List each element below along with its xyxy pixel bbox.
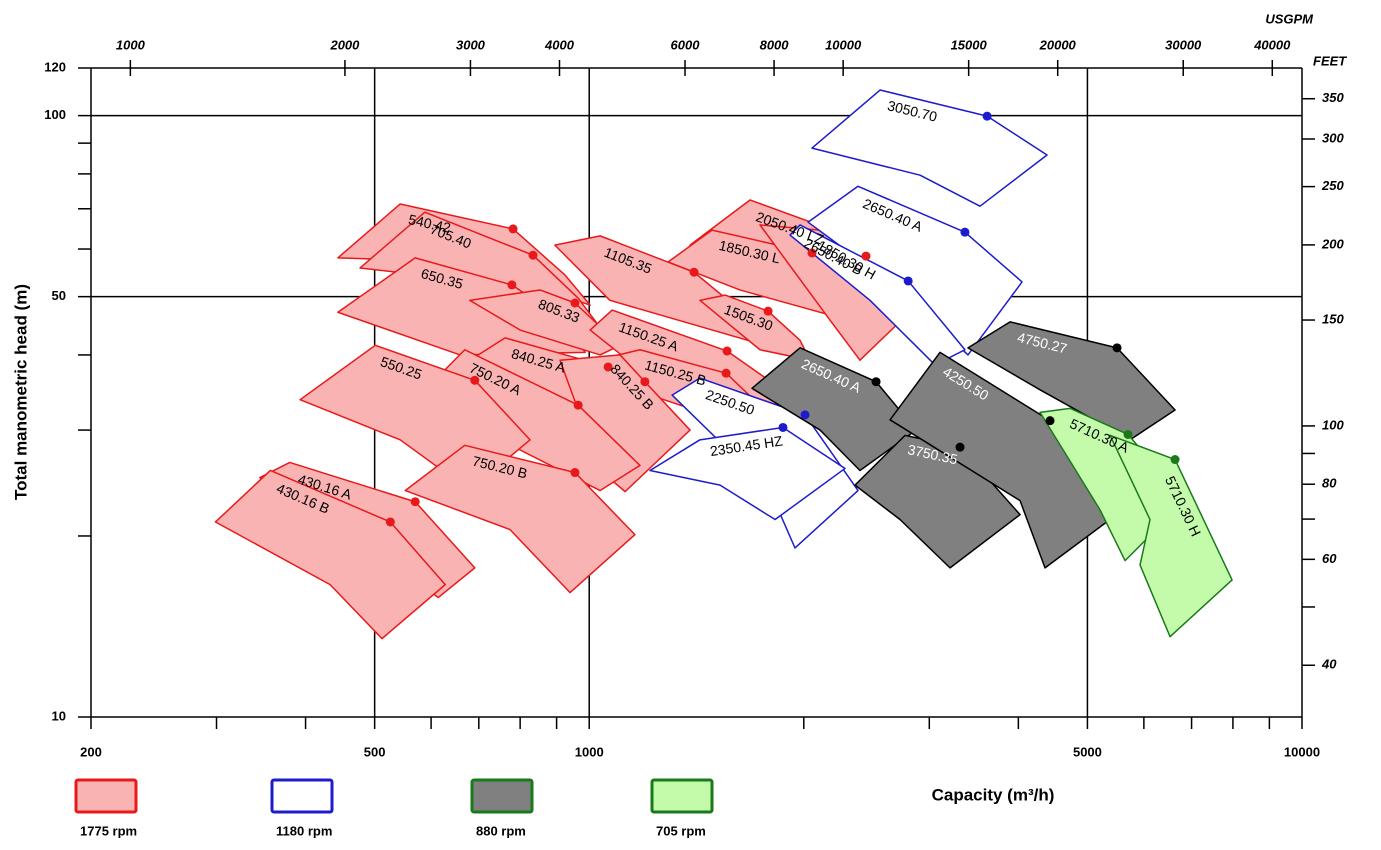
best-efficiency-point: [1045, 416, 1055, 426]
x2-tick-label: 8000: [760, 37, 790, 52]
x-axis-title: Capacity (m³/h): [932, 785, 1055, 804]
x2-axis-title: USGPM: [1265, 11, 1314, 26]
x2-tick-label: 30000: [1165, 37, 1202, 52]
best-efficiency-point: [807, 248, 817, 258]
x-tick-label: 500: [364, 744, 386, 759]
best-efficiency-point: [778, 422, 788, 432]
best-efficiency-point: [960, 227, 970, 237]
x2-tick-label: 15000: [951, 37, 988, 52]
best-efficiency-point: [507, 280, 517, 290]
y-tick-label: 100: [44, 107, 66, 122]
y2-axis-title: FEET: [1313, 53, 1347, 68]
best-efficiency-point: [861, 251, 871, 261]
best-efficiency-point: [385, 517, 395, 527]
x-tick-label: 10000: [1284, 744, 1320, 759]
best-efficiency-point: [800, 410, 810, 420]
best-efficiency-point: [871, 377, 881, 387]
operating-region: [214, 469, 446, 640]
best-efficiency-point: [689, 267, 699, 277]
y2-tick-label: 100: [1322, 417, 1344, 432]
y2-tick-label: 350: [1322, 90, 1344, 105]
operating-region: [967, 321, 1176, 441]
x-tick-label: 5000: [1073, 744, 1102, 759]
best-efficiency-point: [528, 250, 538, 260]
best-efficiency-point: [570, 298, 580, 308]
best-efficiency-point: [508, 224, 518, 234]
legend-label: 1775 rpm: [80, 823, 137, 838]
best-efficiency-point: [640, 377, 650, 387]
x2-tick-label: 6000: [671, 37, 701, 52]
y2-tick-label: 60: [1322, 551, 1337, 566]
operating-region: [699, 294, 811, 361]
best-efficiency-point: [721, 368, 731, 378]
legend-swatch: [470, 778, 534, 814]
legend-label: 1180 rpm: [276, 823, 332, 838]
y-tick-label: 50: [52, 288, 66, 303]
x2-tick-label: 2000: [329, 37, 360, 52]
x-tick-label: 200: [80, 744, 102, 759]
legend-label: 705 rpm: [656, 823, 706, 838]
best-efficiency-point: [982, 111, 992, 121]
operating-region: [404, 444, 636, 594]
x2-tick-label: 20000: [1039, 37, 1077, 52]
legend-label: 880 rpm: [476, 823, 526, 838]
x2-tick-label: 3000: [456, 37, 486, 52]
best-efficiency-point: [903, 276, 913, 286]
operating-region: [789, 224, 966, 366]
legend-swatch: [650, 778, 714, 814]
best-efficiency-point: [573, 400, 583, 410]
y-axis-title: Total manometric head (m): [11, 284, 30, 500]
y2-tick-label: 80: [1322, 476, 1337, 491]
best-efficiency-point: [955, 442, 965, 452]
operating-region: [649, 426, 846, 521]
x2-tick-label: 40000: [1253, 37, 1291, 52]
best-efficiency-point: [570, 468, 580, 478]
best-efficiency-point: [1123, 429, 1133, 439]
best-efficiency-point: [470, 375, 480, 385]
best-efficiency-point: [763, 306, 773, 316]
x2-tick-label: 1000: [116, 37, 146, 52]
y2-tick-label: 300: [1322, 130, 1344, 145]
best-efficiency-point: [410, 497, 420, 507]
best-efficiency-point: [1170, 455, 1180, 465]
y2-tick-label: 40: [1321, 657, 1337, 672]
legend-swatch: [74, 778, 138, 814]
y-tick-label: 120: [44, 59, 66, 74]
x2-tick-label: 4000: [544, 37, 575, 52]
x2-tick-label: 10000: [825, 37, 862, 52]
x-tick-label: 1000: [575, 744, 604, 759]
legend-swatch: [270, 778, 334, 814]
y2-tick-label: 250: [1321, 178, 1344, 193]
y2-tick-label: 150: [1322, 311, 1344, 326]
y2-tick-label: 200: [1321, 236, 1344, 251]
best-efficiency-point: [603, 362, 613, 372]
y-tick-label: 10: [52, 708, 66, 723]
best-efficiency-point: [1112, 343, 1122, 353]
best-efficiency-point: [722, 346, 732, 356]
